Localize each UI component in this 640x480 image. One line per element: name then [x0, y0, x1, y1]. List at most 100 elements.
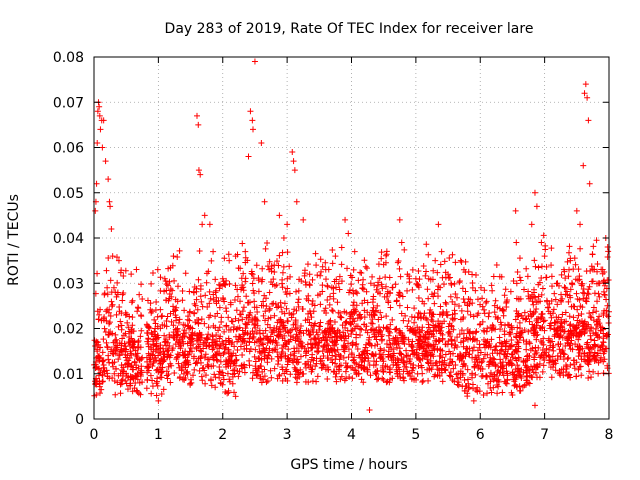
data-point — [280, 325, 287, 332]
data-point — [531, 257, 538, 264]
data-point — [150, 341, 157, 348]
data-point — [293, 288, 300, 295]
data-point — [445, 329, 452, 336]
data-point — [497, 360, 504, 367]
data-point — [416, 337, 423, 344]
data-point — [515, 343, 522, 350]
data-point — [153, 392, 160, 399]
data-point — [178, 367, 185, 374]
data-point — [504, 372, 511, 379]
data-point — [96, 380, 103, 387]
data-point — [538, 291, 545, 298]
data-point — [108, 303, 115, 310]
data-point — [566, 266, 573, 273]
data-point — [530, 301, 537, 308]
data-point — [283, 305, 290, 312]
data-point — [264, 263, 271, 270]
data-point — [440, 281, 447, 288]
data-point-key — [126, 339, 133, 346]
data-point-key — [367, 280, 374, 287]
data-point — [464, 366, 471, 373]
data-point — [492, 362, 499, 369]
data-point — [424, 359, 431, 366]
data-point — [480, 391, 487, 398]
data-point — [518, 374, 525, 381]
data-point-key — [108, 225, 115, 232]
data-point — [594, 268, 601, 275]
data-point-key — [97, 126, 104, 133]
data-point — [158, 369, 165, 376]
data-point — [106, 375, 113, 382]
data-point — [552, 357, 559, 364]
data-point — [393, 366, 400, 373]
data-point — [398, 330, 405, 337]
data-point-key — [105, 176, 112, 183]
data-point — [324, 283, 331, 290]
data-point — [400, 359, 407, 366]
data-point — [397, 273, 404, 280]
data-point-key — [313, 262, 320, 269]
data-point — [133, 387, 140, 394]
data-point — [492, 343, 499, 350]
data-point — [160, 348, 167, 355]
data-point — [126, 333, 133, 340]
data-point — [490, 359, 497, 366]
data-point — [390, 361, 397, 368]
data-point — [359, 285, 366, 292]
data-point — [453, 294, 460, 301]
data-point — [96, 366, 103, 373]
data-point — [147, 372, 154, 379]
data-point — [586, 283, 593, 290]
data-point — [319, 282, 326, 289]
data-point — [228, 318, 235, 325]
data-point — [396, 289, 403, 296]
data-point-key — [232, 253, 239, 260]
data-point — [129, 322, 136, 329]
data-point — [565, 273, 572, 280]
data-point — [434, 323, 441, 330]
data-point — [523, 346, 530, 353]
data-point — [278, 345, 285, 352]
data-point — [205, 324, 212, 331]
data-point — [329, 359, 336, 366]
data-point — [503, 368, 510, 375]
data-point — [446, 255, 453, 262]
data-point — [407, 356, 414, 363]
data-point — [240, 363, 247, 370]
data-point — [524, 352, 531, 359]
data-point — [425, 295, 432, 302]
data-point — [605, 313, 612, 320]
data-point — [472, 287, 479, 294]
data-point — [309, 301, 316, 308]
data-point — [548, 314, 555, 321]
data-point-key — [289, 149, 296, 156]
data-point — [298, 339, 305, 346]
data-point — [543, 263, 550, 270]
data-point — [300, 370, 307, 377]
data-point — [340, 329, 347, 336]
data-point — [420, 262, 427, 269]
data-point — [196, 367, 203, 374]
data-point — [374, 341, 381, 348]
data-point — [456, 331, 463, 338]
data-point — [549, 283, 556, 290]
data-point — [198, 316, 205, 323]
data-point-key — [291, 167, 298, 174]
data-point-key — [541, 253, 548, 260]
data-point — [547, 364, 554, 371]
data-point — [495, 376, 502, 383]
data-point — [373, 336, 380, 343]
data-point-key — [322, 266, 329, 273]
data-point — [516, 319, 523, 326]
data-point — [448, 341, 455, 348]
data-point-key — [96, 103, 103, 110]
data-point — [186, 288, 193, 295]
data-point — [584, 352, 591, 359]
data-point — [189, 335, 196, 342]
data-point — [401, 340, 408, 347]
data-point — [118, 340, 125, 347]
data-point — [171, 277, 178, 284]
data-point — [410, 365, 417, 372]
data-point — [564, 363, 571, 370]
data-point — [445, 275, 452, 282]
